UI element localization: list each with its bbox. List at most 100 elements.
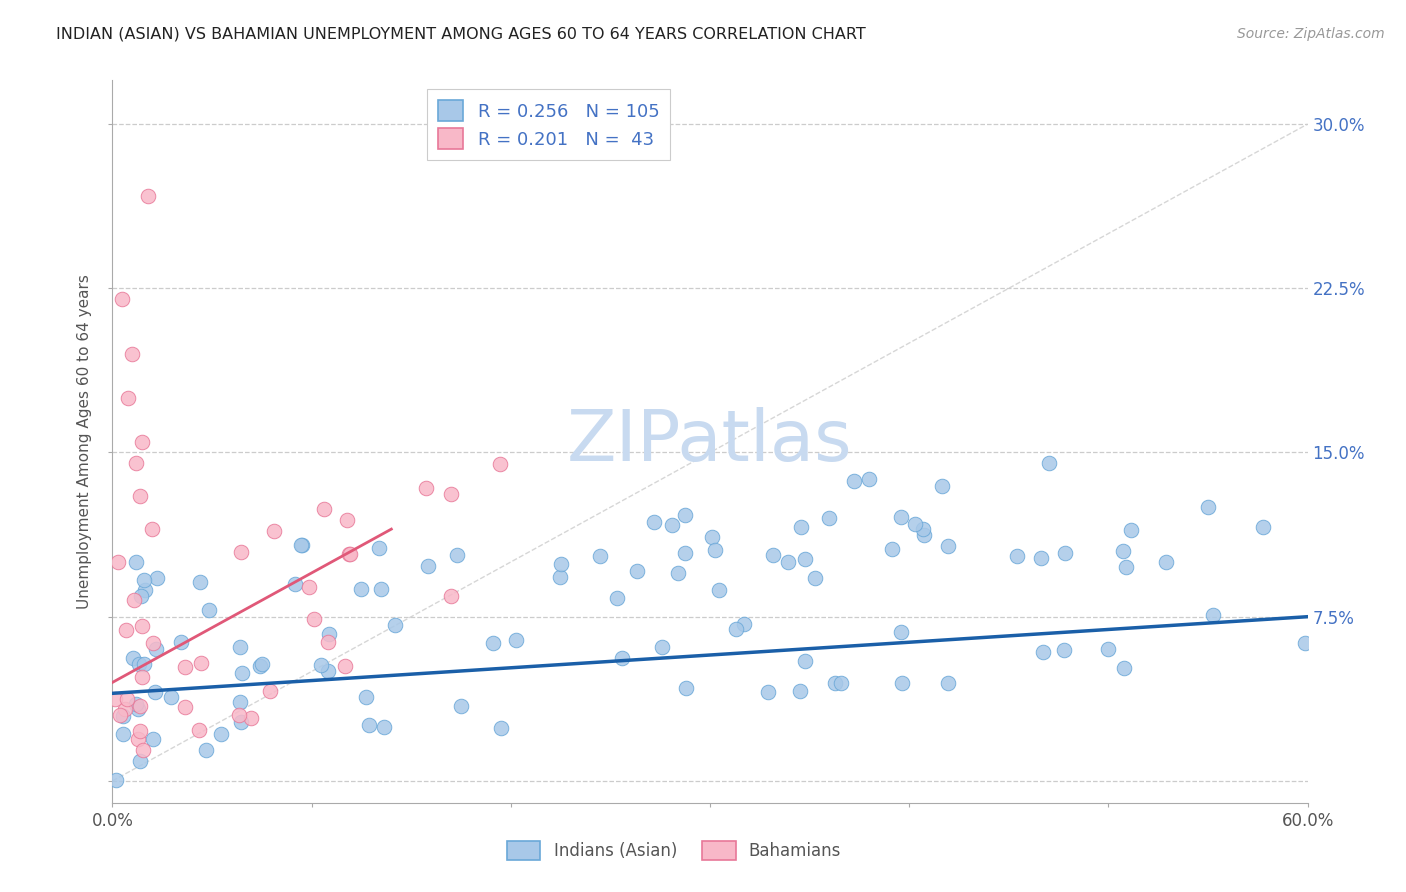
- Point: [114, 702, 136, 716]
- Point: [725, 623, 748, 637]
- Point: [111, 292, 134, 306]
- Point: [673, 508, 696, 522]
- Point: [440, 487, 463, 501]
- Point: [145, 571, 167, 585]
- Point: [505, 633, 527, 648]
- Point: [891, 676, 914, 690]
- Point: [117, 692, 139, 706]
- Point: [675, 681, 697, 695]
- Point: [190, 657, 212, 671]
- Point: [882, 541, 904, 556]
- Point: [115, 623, 138, 637]
- Point: [911, 522, 934, 536]
- Point: [174, 660, 197, 674]
- Point: [440, 589, 463, 603]
- Point: [291, 538, 314, 552]
- Point: [122, 593, 145, 607]
- Point: [904, 517, 927, 532]
- Point: [290, 538, 312, 552]
- Point: [1112, 544, 1135, 558]
- Point: [129, 489, 152, 503]
- Legend: Indians (Asian), Bahamians: Indians (Asian), Bahamians: [501, 834, 848, 867]
- Point: [125, 555, 148, 569]
- Point: [170, 635, 193, 649]
- Point: [789, 683, 811, 698]
- Point: [145, 642, 167, 657]
- Point: [302, 612, 325, 626]
- Point: [129, 754, 152, 768]
- Point: [229, 695, 252, 709]
- Point: [284, 577, 307, 591]
- Point: [249, 659, 271, 673]
- Point: [228, 640, 250, 654]
- Point: [548, 569, 571, 583]
- Point: [339, 547, 361, 561]
- Point: [661, 518, 683, 533]
- Point: [356, 690, 378, 704]
- Point: [314, 502, 336, 516]
- Point: [160, 690, 183, 704]
- Point: [491, 721, 513, 735]
- Point: [229, 545, 252, 559]
- Point: [368, 541, 391, 556]
- Point: [131, 434, 153, 449]
- Point: [488, 457, 510, 471]
- Point: [105, 772, 128, 787]
- Point: [830, 676, 852, 690]
- Point: [370, 582, 392, 596]
- Point: [1197, 500, 1219, 515]
- Point: [138, 189, 160, 203]
- Point: [1097, 642, 1119, 657]
- Point: [134, 657, 156, 671]
- Point: [318, 664, 340, 678]
- Point: [173, 700, 195, 714]
- Point: [231, 665, 253, 680]
- Point: [128, 657, 150, 671]
- Point: [121, 347, 143, 361]
- Point: [707, 583, 730, 598]
- Point: [1121, 523, 1143, 537]
- Point: [188, 574, 211, 589]
- Point: [141, 522, 163, 536]
- Point: [129, 589, 152, 603]
- Point: [824, 676, 846, 690]
- Point: [104, 692, 127, 706]
- Point: [1251, 520, 1274, 534]
- Point: [134, 573, 156, 587]
- Point: [1053, 642, 1076, 657]
- Point: [858, 472, 880, 486]
- Point: [756, 684, 779, 698]
- Point: [145, 685, 167, 699]
- Point: [1112, 661, 1135, 675]
- Point: [1038, 457, 1060, 471]
- Point: [112, 727, 135, 741]
- Point: [818, 511, 841, 525]
- Point: [550, 557, 572, 571]
- Point: [936, 675, 959, 690]
- Point: [794, 654, 817, 668]
- Point: [794, 552, 817, 566]
- Point: [415, 481, 437, 495]
- Point: [122, 650, 145, 665]
- Point: [134, 583, 156, 598]
- Point: [337, 547, 360, 561]
- Point: [450, 699, 472, 714]
- Point: [209, 727, 232, 741]
- Point: [804, 571, 827, 585]
- Text: Source: ZipAtlas.com: Source: ZipAtlas.com: [1237, 27, 1385, 41]
- Point: [610, 650, 633, 665]
- Point: [129, 698, 152, 713]
- Point: [589, 549, 612, 564]
- Point: [263, 524, 285, 539]
- Point: [131, 619, 153, 633]
- Point: [131, 670, 153, 684]
- Point: [762, 548, 785, 562]
- Point: [938, 539, 960, 553]
- Point: [318, 626, 340, 640]
- Point: [142, 635, 165, 649]
- Point: [778, 555, 800, 569]
- Point: [1054, 546, 1077, 560]
- Point: [626, 564, 648, 578]
- Point: [643, 515, 665, 529]
- Point: [127, 702, 149, 716]
